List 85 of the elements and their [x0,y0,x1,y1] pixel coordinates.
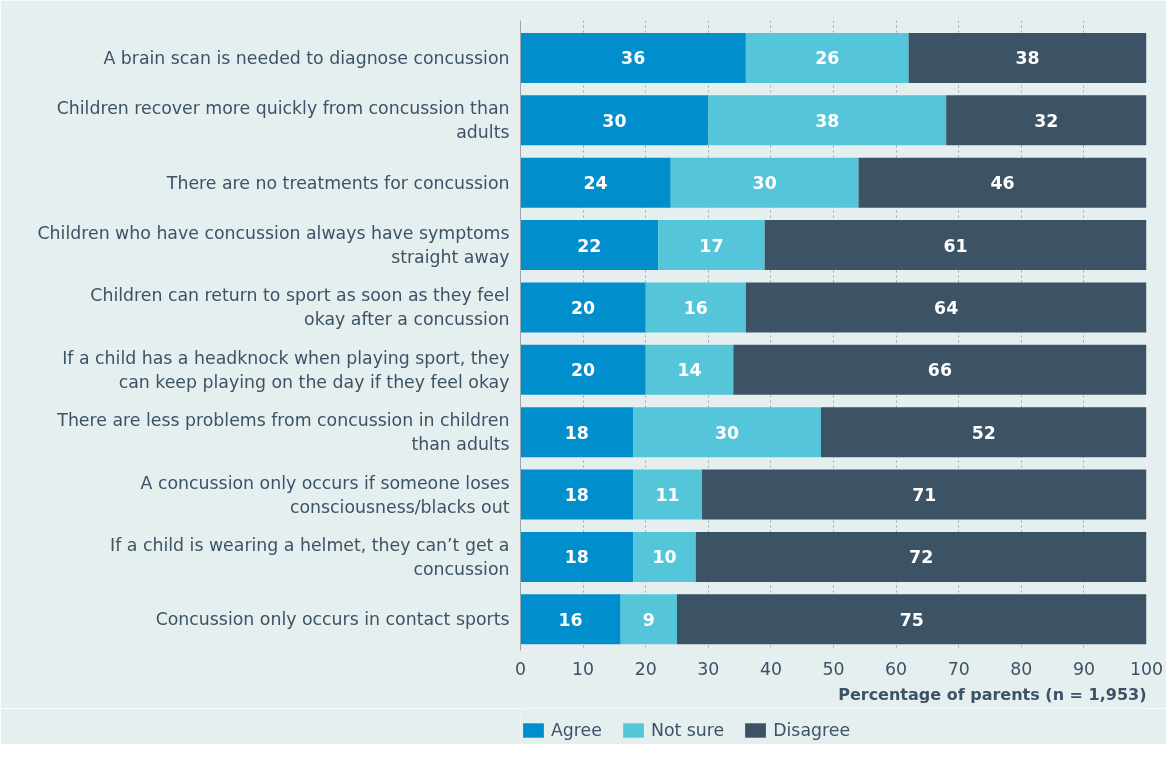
bar [645,282,746,333]
bar [745,32,909,83]
bar [764,220,1147,270]
bar [645,344,734,395]
data-label: 72 [909,547,934,568]
bar [520,95,709,146]
bar [695,531,1147,582]
x-tick-label: 0 [514,658,527,679]
bar [520,220,659,270]
y-tick-label: Children who have concussion always have symptoms straight away [37,223,510,268]
bar [946,95,1147,146]
bar [908,32,1147,83]
data-label: 30 [752,173,777,194]
data-label: 46 [990,173,1015,194]
bar [520,531,634,582]
y-tick-label: If a child is wearing a helmet, they can’t get a concussion [110,534,510,579]
data-label: 38 [1015,48,1040,69]
data-label: 24 [583,173,608,194]
data-label: 22 [577,235,602,256]
bar [820,407,1147,458]
bar [520,282,646,333]
bar [858,157,1147,208]
legend-label: Agree [551,720,602,740]
y-tick-label: A brain scan is needed to diagnose concussion [103,47,510,68]
bar [633,407,821,458]
legend-label: Disagree [773,720,851,740]
x-tick-label: 60 [885,658,908,679]
bar [520,469,634,520]
data-label: 18 [564,485,589,506]
data-label: 20 [571,360,596,381]
bar [708,95,947,146]
bar [702,469,1147,520]
bar [520,344,646,395]
data-label: 20 [571,297,596,318]
bar [520,594,621,645]
data-label: 18 [564,422,589,443]
data-label: 38 [815,110,840,131]
y-tick-label: There are less problems from concussion in children than adults [56,410,510,455]
data-label: 9 [642,609,655,630]
data-label: 10 [652,547,677,568]
bar [745,282,1147,333]
y-tick-label: Concussion only occurs in contact sports [155,609,510,630]
data-label: 30 [715,422,740,443]
legend-label: Not sure [650,720,725,740]
x-tick-label: 50 [822,658,845,679]
data-label: 26 [815,48,840,69]
data-label: 16 [558,609,583,630]
data-label: 16 [683,297,708,318]
y-tick-label: Children can return to sport as soon as they feel okay after a concussion [90,285,510,330]
data-label: 14 [677,360,702,381]
data-label: 11 [655,485,680,506]
data-label: 32 [1034,110,1059,131]
data-label: 17 [699,235,724,256]
x-tick-label: 90 [1072,658,1095,679]
x-tick-label: 10 [572,658,595,679]
y-tick-label: There are no treatments for concussion [165,172,510,193]
data-label: 30 [602,110,627,131]
data-label: 66 [927,360,952,381]
bar [520,32,746,83]
data-label: 36 [621,48,646,69]
data-label: 18 [564,547,589,568]
y-tick-label: Children recover more quickly from concussion than adults [56,98,510,143]
y-tick-label: A concussion only occurs if someone loses consciousness/blacks out [140,472,510,517]
bar [520,407,634,458]
data-label: 75 [899,609,924,630]
x-tick-label: 80 [1010,658,1033,679]
bar [633,531,696,582]
bar [670,157,859,208]
bar [633,469,703,520]
bar [677,594,1147,645]
x-tick-label: 30 [697,658,720,679]
x-tick-label: 20 [634,658,657,679]
bar [620,594,677,645]
data-label: 52 [971,422,996,443]
bar [733,344,1147,395]
bar [520,157,671,208]
x-tick-label: 100 [1129,658,1164,679]
x-axis-title: Percentage of parents (n = 1,953) [838,684,1147,704]
x-tick-label: 70 [947,658,970,679]
y-tick-label: If a child has a headknock when playing sport, they can keep playing on the day if they feel okay [62,347,510,392]
bar [658,220,765,270]
data-label: 64 [934,297,959,318]
data-label: 71 [912,485,937,506]
x-tick-label: 40 [759,658,782,679]
data-label: 61 [943,235,968,256]
